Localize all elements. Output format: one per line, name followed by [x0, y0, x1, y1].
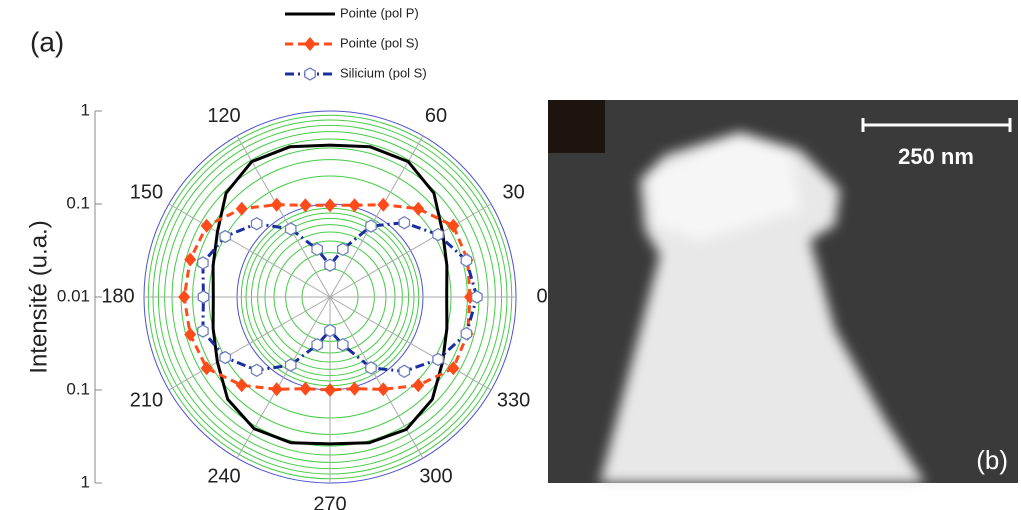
data-point	[336, 242, 349, 257]
r-tick-label: 0.1	[66, 193, 90, 212]
r-tick-label: 1	[81, 472, 90, 491]
data-point	[432, 227, 444, 242]
legend-label: Pointe (pol P)	[340, 5, 419, 20]
data-point	[219, 229, 232, 244]
legend-label: Silicium (pol S)	[340, 65, 427, 80]
theta-tick-label: 210	[130, 389, 163, 411]
data-point	[200, 361, 213, 376]
data-point	[178, 290, 191, 304]
series-line	[211, 143, 449, 446]
theta-tick-label: 300	[419, 465, 452, 487]
data-point	[235, 378, 248, 393]
legend-label: Pointe (pol S)	[340, 35, 419, 50]
theta-tick-label: 60	[425, 105, 447, 127]
data-point	[184, 252, 197, 267]
data-point	[471, 290, 483, 304]
data-point	[200, 218, 213, 233]
data-point	[324, 258, 336, 272]
data-point	[299, 198, 312, 213]
data-point	[412, 201, 425, 216]
theta-tick-label: 30	[502, 181, 524, 203]
theta-tick-label: 330	[497, 389, 530, 411]
data-point	[270, 382, 283, 397]
data-point	[460, 253, 473, 268]
data-point	[250, 216, 263, 231]
data-point	[197, 290, 210, 304]
theta-tick-label: 0	[536, 285, 547, 307]
spoke	[236, 296, 331, 459]
scale-bar-label: 250 nm	[898, 144, 974, 169]
data-point	[219, 350, 232, 365]
data-point	[324, 323, 336, 338]
r-tick-label: 0.1	[66, 379, 90, 398]
polar-plot: 0.01 0.1 0.1 1 1 0 30 60 120 150 180 210 240 270 300 33…	[57, 5, 548, 510]
theta-tick-label: 150	[130, 181, 163, 203]
data-point	[398, 364, 411, 379]
theta-tick-label: 120	[207, 105, 240, 127]
panel-label: (a)	[30, 26, 64, 57]
data-point	[304, 67, 316, 81]
data-point	[311, 337, 324, 352]
spoke	[168, 203, 331, 298]
sem-image: 250 nm (b)	[548, 100, 1018, 483]
data-point	[348, 198, 361, 213]
data-point	[336, 337, 349, 352]
data-point	[284, 222, 297, 236]
data-point	[197, 324, 209, 338]
data-point	[460, 326, 473, 341]
theta-tick-label: 270	[313, 493, 346, 510]
theta-tick-label: 240	[207, 465, 240, 487]
spoke	[329, 203, 492, 298]
data-point	[447, 218, 460, 233]
data-point	[432, 352, 444, 367]
data-point	[365, 219, 377, 233]
data-point	[250, 363, 263, 378]
data-point	[447, 361, 460, 376]
data-point	[377, 382, 390, 397]
r-tick-label: 0.01	[57, 286, 90, 305]
data-point	[299, 381, 312, 396]
data-point	[398, 215, 411, 230]
data-point	[311, 242, 324, 257]
data-point	[284, 358, 297, 372]
y-axis-label: Intensité (u.a.)	[25, 220, 52, 373]
r-tick-label: 1	[81, 100, 90, 119]
data-point	[270, 197, 283, 212]
data-point	[304, 37, 316, 51]
data-point	[235, 201, 248, 216]
image-corner	[548, 100, 605, 153]
data-point	[324, 383, 336, 397]
data-point	[184, 327, 197, 342]
spoke	[168, 296, 331, 391]
data-point	[197, 256, 209, 270]
tip-shape	[600, 132, 925, 483]
data-point	[365, 361, 377, 375]
panel-label: (b)	[976, 445, 1008, 475]
data-point	[348, 381, 361, 396]
data-point	[324, 198, 336, 213]
data-point	[412, 378, 425, 393]
theta-tick-label: 180	[101, 285, 134, 307]
spoke	[329, 296, 424, 459]
data-point	[377, 197, 390, 212]
spoke	[329, 296, 492, 391]
